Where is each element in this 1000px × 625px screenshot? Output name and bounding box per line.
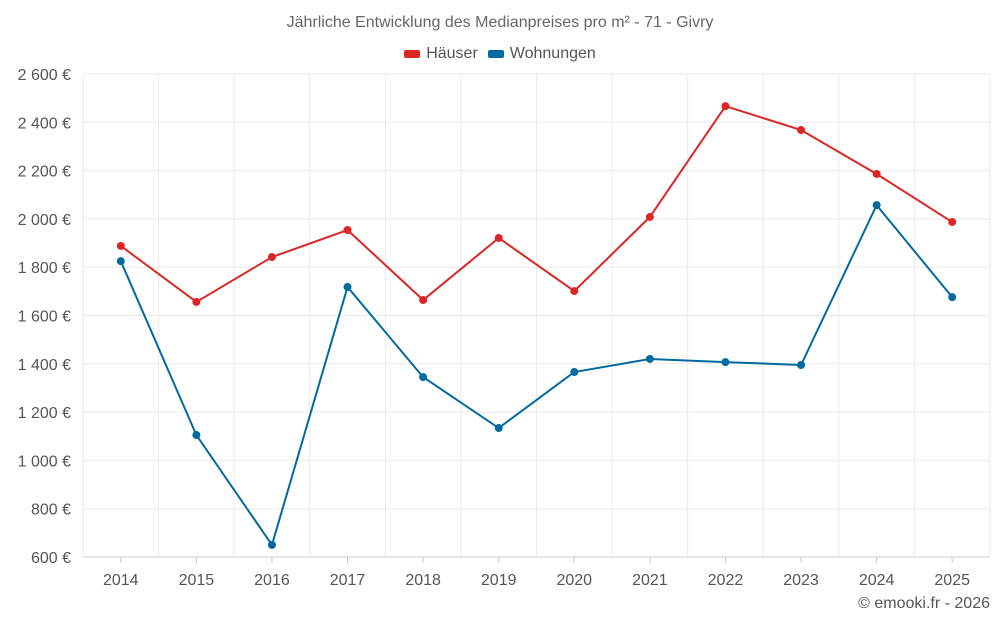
data-point-haeuser [645, 212, 654, 221]
data-point-haeuser [494, 233, 503, 242]
series-line-wohnungen [119, 203, 953, 548]
x-tick-label: 2022 [708, 572, 744, 589]
legend: Häuser Wohnungen [0, 45, 1000, 63]
copyright-footer: © emooki.fr - 2026 [858, 595, 990, 612]
data-point-wohnungen [116, 257, 125, 266]
x-tick-label: 2014 [103, 572, 139, 589]
data-point-wohnungen [343, 283, 352, 292]
y-tick-label: 1 800 € [18, 260, 71, 277]
data-point-haeuser [570, 287, 579, 296]
data-point-haeuser [116, 241, 125, 250]
data-point-wohnungen [192, 431, 201, 440]
data-point-wohnungen [721, 358, 730, 367]
data-point-wohnungen [267, 540, 276, 549]
data-point-haeuser [267, 253, 276, 262]
legend-swatch-haeuser [404, 50, 421, 58]
x-tick-label: 2017 [330, 572, 366, 589]
x-tick-label: 2024 [859, 572, 895, 589]
x-tick-label: 2018 [405, 572, 441, 589]
x-tick-label: 2025 [934, 572, 970, 589]
data-point-wohnungen [419, 373, 428, 382]
legend-item-haeuser[interactable]: Häuser [404, 45, 478, 63]
x-tick-label: 2019 [481, 572, 517, 589]
y-tick-label: 2 200 € [18, 164, 71, 181]
y-tick-label: 2 600 € [18, 67, 71, 84]
legend-item-wohnungen[interactable]: Wohnungen [487, 45, 596, 63]
x-tick-label: 2023 [783, 572, 819, 589]
x-tick-label: 2016 [254, 572, 290, 589]
x-tick-label: 2020 [556, 572, 592, 589]
data-point-wohnungen [797, 361, 806, 370]
data-point-wohnungen [570, 368, 579, 377]
series-line-haeuser [120, 104, 953, 304]
data-point-haeuser [192, 297, 201, 306]
data-point-wohnungen [494, 424, 503, 433]
y-tick-label: 1 000 € [18, 453, 71, 470]
x-tick-label: 2021 [632, 572, 668, 589]
y-tick-label: 1 200 € [18, 405, 71, 422]
data-point-haeuser [721, 102, 730, 111]
data-point-haeuser [872, 169, 881, 178]
data-point-haeuser [343, 226, 352, 235]
chart-title: Jährliche Entwicklung des Medianpreises … [286, 14, 714, 31]
y-tick-label: 1 600 € [18, 309, 71, 326]
y-tick-label: 2 400 € [18, 115, 71, 132]
data-point-haeuser [797, 126, 806, 135]
data-point-wohnungen [645, 354, 654, 363]
data-point-wohnungen [948, 293, 957, 302]
y-tick-label: 2 000 € [18, 212, 71, 229]
data-point-wohnungen [872, 201, 881, 210]
data-point-haeuser [948, 218, 957, 227]
data-point-haeuser [419, 296, 428, 305]
legend-label-wohnungen: Wohnungen [509, 45, 596, 62]
y-tick-label: 600 € [31, 550, 71, 567]
legend-label-haeuser: Häuser [426, 45, 478, 62]
legend-swatch-wohnungen [487, 50, 504, 58]
y-tick-label: 800 € [31, 502, 71, 519]
x-tick-label: 2015 [179, 572, 215, 589]
y-tick-label: 1 400 € [18, 357, 71, 374]
